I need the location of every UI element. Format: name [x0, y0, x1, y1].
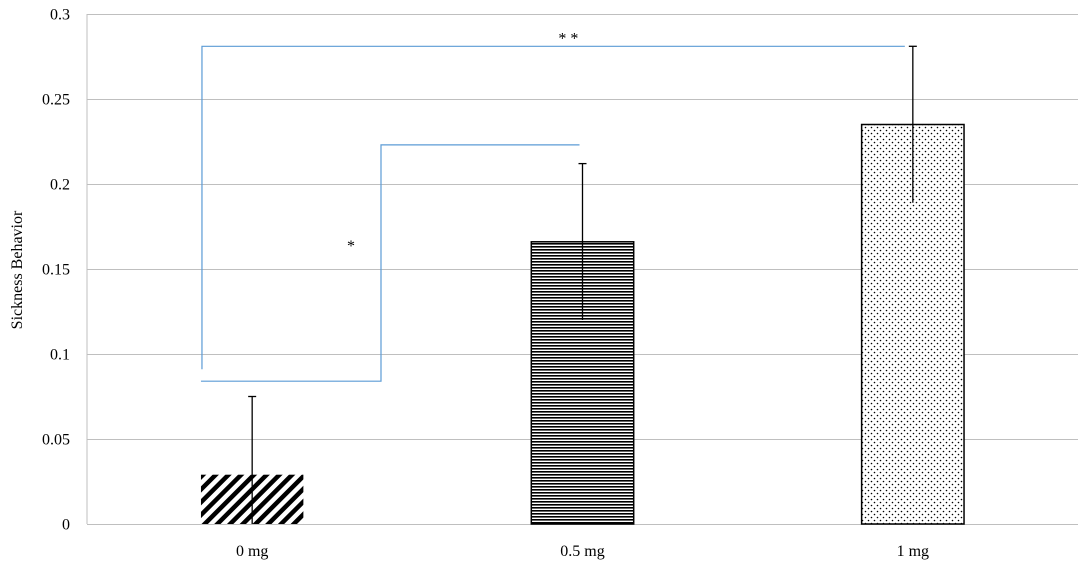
x-tick-label: 0 mg: [236, 543, 268, 560]
significance-brackets: * * *: [200, 30, 905, 382]
x-tick-label: 0.5 mg: [560, 543, 604, 560]
y-tick-labels: 0 0.05 0.1 0.15 0.2 0.25 0.3: [42, 7, 70, 534]
y-tick-label: 0.1: [50, 347, 70, 364]
y-tick-label: 0: [62, 517, 70, 534]
x-tick-labels: 0 mg 0.5 mg 1 mg: [236, 543, 929, 560]
significance-label: *: [347, 238, 355, 255]
x-tick-label: 1 mg: [897, 543, 929, 560]
y-axis-title: Sickness Behavior: [9, 210, 26, 329]
significance-bracket: [200, 144, 580, 382]
significance-bracket: [201, 45, 905, 370]
y-tick-label: 0.2: [50, 177, 70, 194]
y-tick-label: 0.15: [42, 262, 70, 279]
y-tick-label: 0.25: [42, 92, 70, 109]
error-bars: [248, 45, 917, 524]
y-tick-label: 0.3: [50, 7, 70, 24]
y-tick-label: 0.05: [42, 432, 70, 449]
significance-label: * *: [558, 30, 578, 47]
